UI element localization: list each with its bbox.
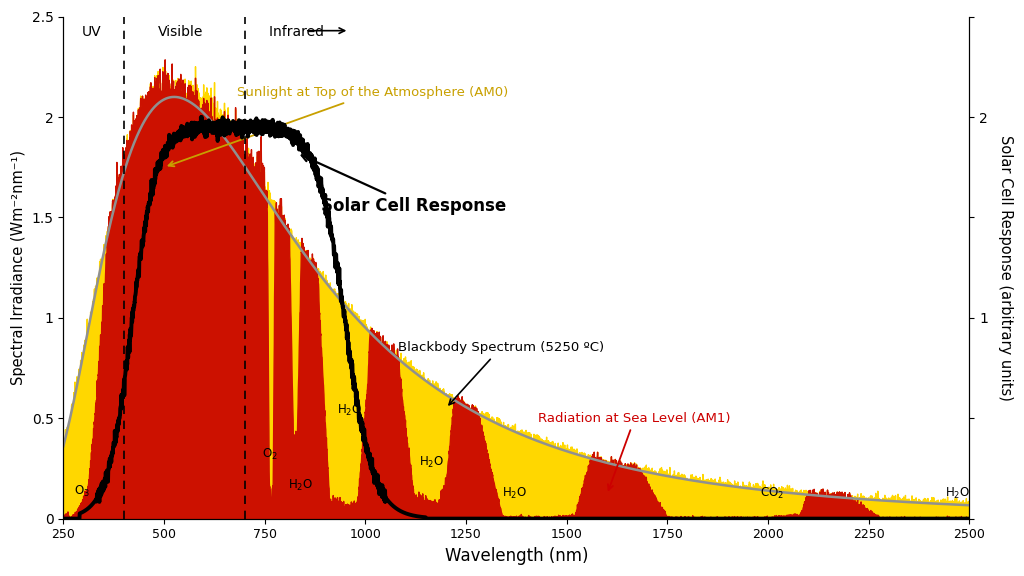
Text: H$_2$O: H$_2$O	[337, 403, 361, 418]
Text: Sunlight at Top of the Atmosphere (AM0): Sunlight at Top of the Atmosphere (AM0)	[169, 86, 508, 166]
Y-axis label: Solar Cell Response (arbitrary units): Solar Cell Response (arbitrary units)	[998, 135, 1013, 400]
Text: Solar Cell Response: Solar Cell Response	[302, 155, 506, 215]
Text: CO$_2$: CO$_2$	[760, 486, 784, 501]
Text: O$_3$: O$_3$	[74, 483, 89, 499]
Text: Visible: Visible	[158, 25, 203, 39]
Text: H$_2$O: H$_2$O	[944, 486, 970, 501]
Y-axis label: Spectral Irradiance (Wm⁻²nm⁻¹): Spectral Irradiance (Wm⁻²nm⁻¹)	[11, 150, 26, 385]
Text: H$_2$O: H$_2$O	[502, 486, 527, 501]
X-axis label: Wavelength (nm): Wavelength (nm)	[444, 547, 588, 565]
Text: H$_2$O: H$_2$O	[289, 478, 313, 492]
Text: UV: UV	[82, 25, 101, 39]
Text: H$_2$O: H$_2$O	[419, 455, 444, 471]
Text: Infrared: Infrared	[268, 25, 337, 39]
Text: Blackbody Spectrum (5250 ºC): Blackbody Spectrum (5250 ºC)	[397, 342, 604, 405]
Text: O$_2$: O$_2$	[262, 448, 278, 463]
Text: Radiation at Sea Level (AM1): Radiation at Sea Level (AM1)	[539, 412, 731, 490]
